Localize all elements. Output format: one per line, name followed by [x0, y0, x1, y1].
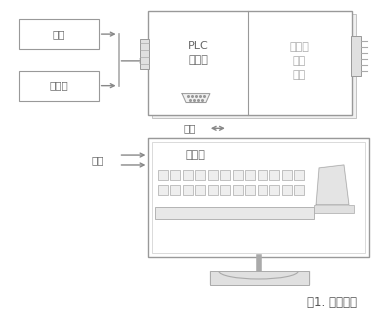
- Text: 图1. 控制框架: 图1. 控制框架: [307, 296, 357, 309]
- Bar: [158, 170, 168, 180]
- Bar: [314, 205, 354, 213]
- Bar: [294, 185, 304, 195]
- Bar: [148, 138, 369, 257]
- Bar: [269, 170, 279, 180]
- Bar: [257, 185, 268, 195]
- Text: 刷卡器: 刷卡器: [50, 81, 68, 91]
- Polygon shape: [182, 94, 210, 102]
- Bar: [351, 36, 361, 76]
- Bar: [245, 185, 255, 195]
- Bar: [233, 185, 243, 195]
- Text: PLC
控制器: PLC 控制器: [188, 41, 208, 65]
- Text: 仪表: 仪表: [53, 29, 65, 39]
- Bar: [170, 185, 180, 195]
- Bar: [282, 185, 292, 195]
- Bar: [140, 39, 149, 69]
- Bar: [220, 170, 230, 180]
- Bar: [233, 170, 243, 180]
- Bar: [257, 170, 268, 180]
- Bar: [158, 185, 168, 195]
- Bar: [208, 170, 218, 180]
- Bar: [294, 170, 304, 180]
- Bar: [245, 170, 255, 180]
- Bar: [210, 271, 309, 285]
- Text: 开关量
输入
输出: 开关量 输入 输出: [289, 42, 309, 80]
- Bar: [19, 19, 99, 49]
- Text: 串口: 串口: [184, 123, 196, 133]
- Polygon shape: [316, 165, 349, 205]
- Bar: [195, 170, 205, 180]
- Bar: [195, 185, 205, 195]
- Bar: [19, 71, 99, 100]
- Bar: [282, 170, 292, 180]
- Bar: [183, 170, 193, 180]
- Bar: [155, 207, 314, 218]
- Bar: [220, 185, 230, 195]
- Bar: [170, 170, 180, 180]
- Bar: [152, 14, 356, 118]
- Bar: [183, 185, 193, 195]
- Bar: [148, 11, 352, 115]
- Bar: [208, 185, 218, 195]
- Bar: [152, 142, 365, 253]
- Text: 上位机: 上位机: [185, 150, 205, 160]
- Bar: [269, 185, 279, 195]
- Text: 串口: 串口: [91, 155, 104, 165]
